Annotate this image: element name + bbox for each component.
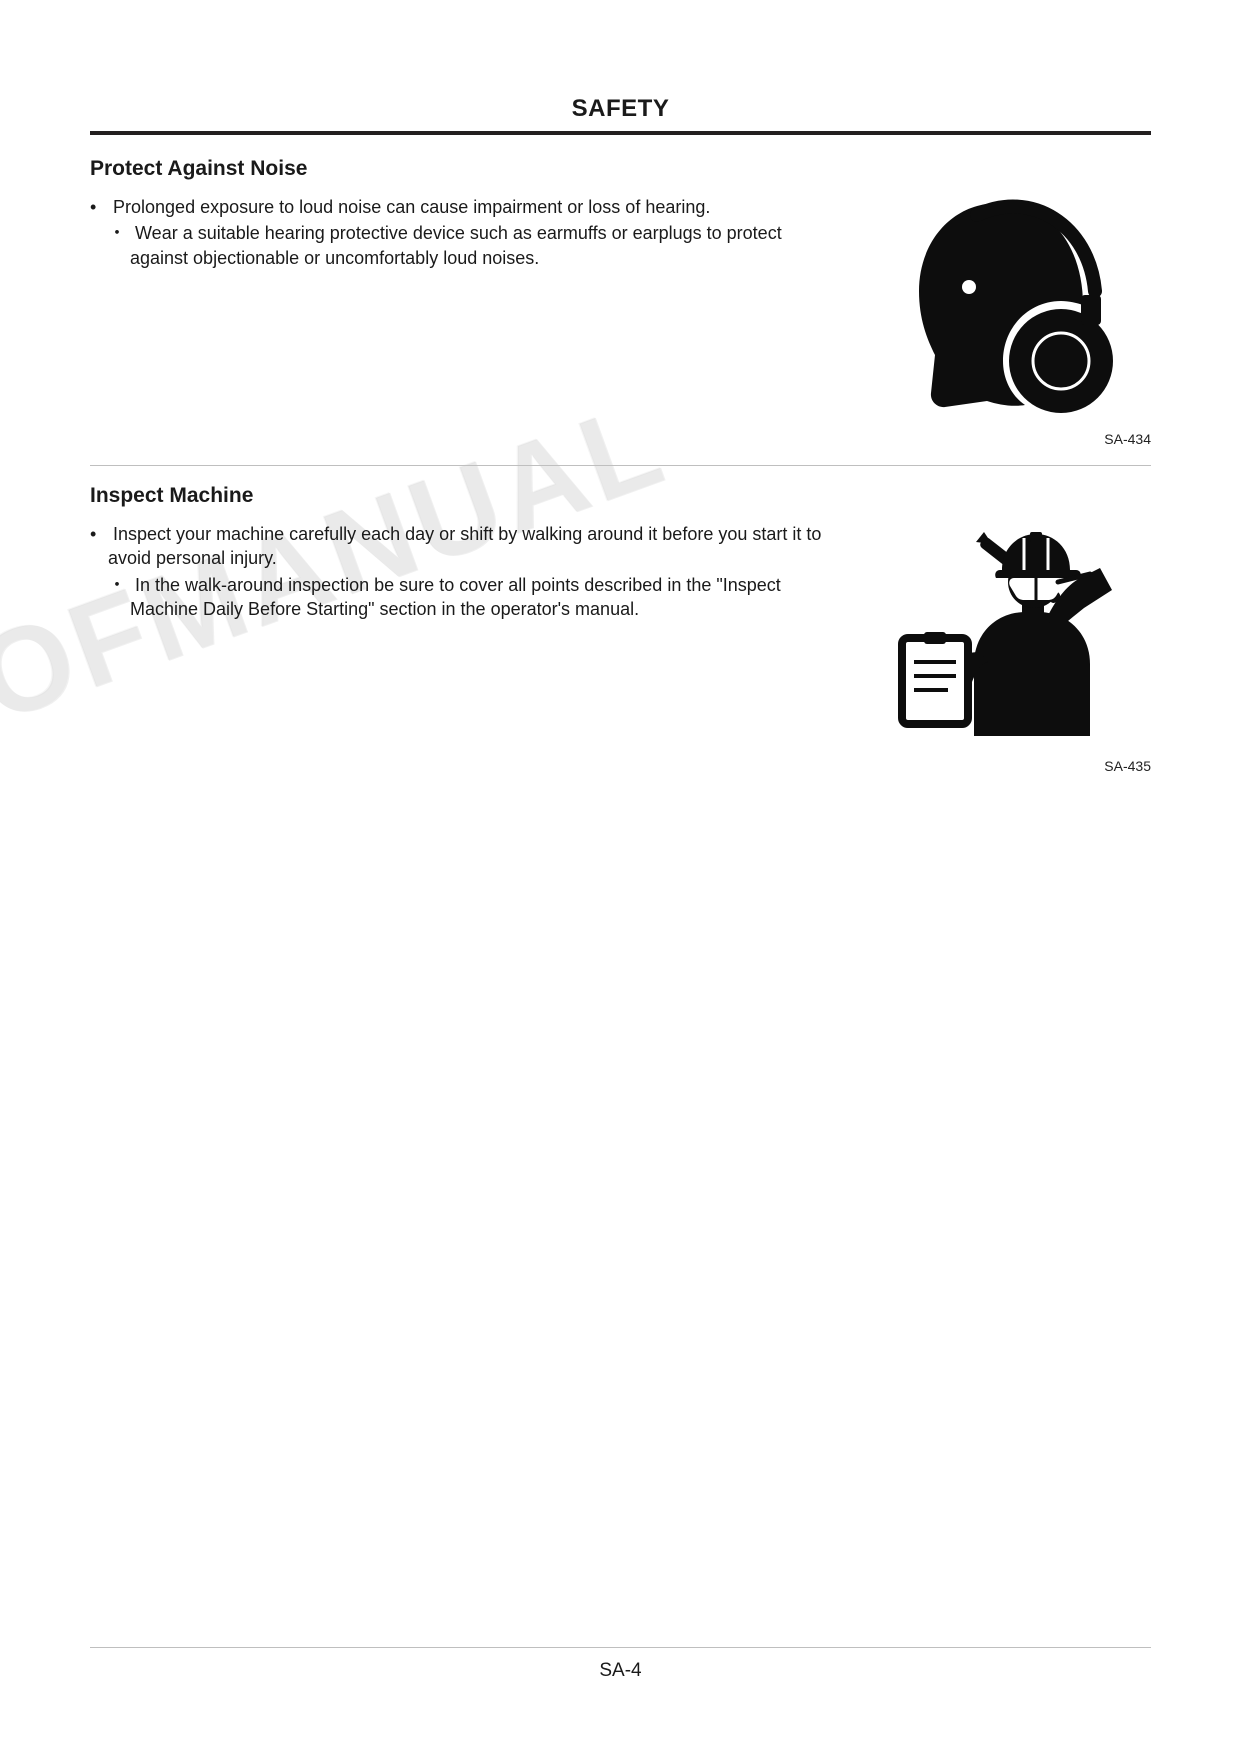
sub-bullet-item: In the walk-around inspection be sure to… xyxy=(130,573,841,622)
section-heading: Inspect Machine xyxy=(90,484,1151,508)
figure-column xyxy=(861,195,1151,415)
hearing-protection-icon xyxy=(891,195,1121,415)
bullet-text: Inspect your machine carefully each day … xyxy=(108,524,821,568)
figure-ref: SA-434 xyxy=(90,431,1151,447)
sub-bullet-item: Wear a suitable hearing protective devic… xyxy=(130,221,841,270)
bullet-list: Prolonged exposure to loud noise can cau… xyxy=(90,195,841,270)
section-divider xyxy=(90,465,1151,466)
bullet-item: Inspect your machine carefully each day … xyxy=(108,522,841,621)
page-title: SAFETY xyxy=(90,95,1151,123)
page: OFMANUAL SAFETY Protect Against Noise Pr… xyxy=(0,0,1241,1754)
bullet-item: Prolonged exposure to loud noise can cau… xyxy=(108,195,841,270)
section-protect-against-noise: Protect Against Noise Prolonged exposure… xyxy=(90,157,1151,466)
page-number: SA-4 xyxy=(0,1660,1241,1682)
title-rule xyxy=(90,131,1151,135)
bullet-text: Prolonged exposure to loud noise can cau… xyxy=(113,197,710,217)
inspector-clipboard-icon xyxy=(876,522,1136,742)
bullet-list: Inspect your machine carefully each day … xyxy=(90,522,841,621)
footer-rule xyxy=(90,1647,1151,1648)
figure-ref: SA-435 xyxy=(90,758,1151,774)
sub-bullet-list: Wear a suitable hearing protective devic… xyxy=(108,221,841,270)
figure-column xyxy=(861,522,1151,742)
sub-bullet-text: In the walk-around inspection be sure to… xyxy=(130,575,781,619)
section-heading: Protect Against Noise xyxy=(90,157,1151,181)
section-inspect-machine: Inspect Machine Inspect your machine car… xyxy=(90,484,1151,774)
sub-bullet-text: Wear a suitable hearing protective devic… xyxy=(130,223,782,267)
sub-bullet-list: In the walk-around inspection be sure to… xyxy=(108,573,841,622)
